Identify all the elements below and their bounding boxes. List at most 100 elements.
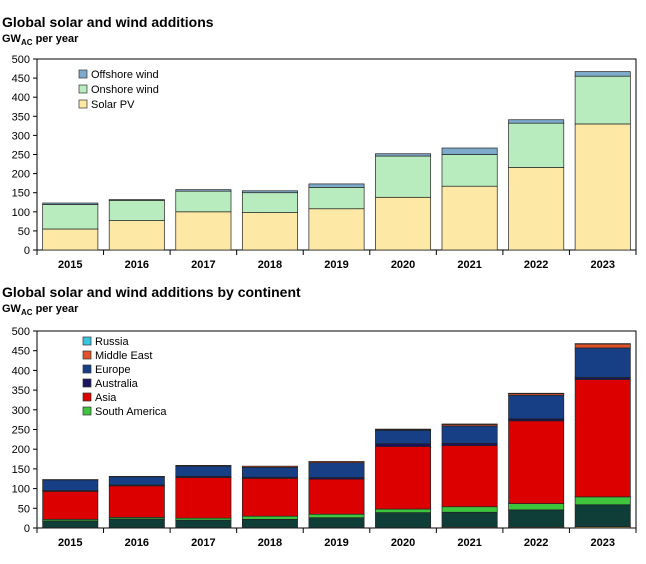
bar-segment-2018-series-6 xyxy=(241,465,298,468)
bar-segment-2021-series-2 xyxy=(441,147,498,155)
bar-segment-2023-series-3 xyxy=(574,379,631,498)
x-tick-label: 2023 xyxy=(590,537,614,549)
y-tick-label: 450 xyxy=(12,346,30,358)
x-tick-label: 2021 xyxy=(457,259,481,271)
y-tick-label: 50 xyxy=(18,503,30,515)
bar-segment-2023-series-2 xyxy=(574,496,631,506)
bar-segment-2015-series-3 xyxy=(42,491,99,520)
bar-segment-2019-series-2 xyxy=(308,183,365,188)
y-tick-label: 250 xyxy=(12,425,30,437)
y-tick-label: 200 xyxy=(12,169,30,181)
y-tick-label: 200 xyxy=(12,444,30,456)
bar-segment-2020-series-1 xyxy=(375,512,432,528)
bar-segment-2015-series-0 xyxy=(42,228,99,251)
bar-segment-2021-series-1 xyxy=(441,154,498,187)
bar-segment-2019-series-0 xyxy=(308,208,365,251)
legend-label: Onshore wind xyxy=(91,84,159,96)
legend-swatch xyxy=(82,392,92,402)
bar-segment-2015-series-1 xyxy=(42,520,99,528)
legend-swatch xyxy=(82,406,92,416)
y-tick-label: 300 xyxy=(12,405,30,417)
bar-segment-2017-series-0 xyxy=(175,211,232,251)
bar-segment-2018-series-0 xyxy=(241,212,298,251)
bar-segment-2022-series-2 xyxy=(508,119,565,124)
x-tick-label: 2015 xyxy=(58,259,82,271)
bar-segment-2019-series-5 xyxy=(308,462,365,478)
legend-swatch xyxy=(78,84,88,94)
y-tick-label: 0 xyxy=(24,245,30,257)
bar-segment-2015-series-2 xyxy=(42,202,99,205)
y-tick-label: 100 xyxy=(12,207,30,219)
x-tick-label: 2016 xyxy=(125,537,149,549)
y-tick-label: 0 xyxy=(24,523,30,535)
legend-swatch xyxy=(82,378,92,388)
stacked-bar-chart-by-continent: 0 50 100 150 200 250 300 350 400 450 500 2015 2016 20… xyxy=(12,326,637,549)
x-tick-label: 2017 xyxy=(191,259,215,271)
legend-label: Middle East xyxy=(95,350,152,362)
y-tick-label: 500 xyxy=(12,54,30,66)
bar-segment-2016-series-5 xyxy=(108,476,165,486)
y-tick-label: 350 xyxy=(12,111,30,123)
legend-label: South America xyxy=(95,406,167,418)
bar-segment-2021-series-5 xyxy=(441,425,498,444)
bar-segment-2017-series-2 xyxy=(175,189,232,192)
x-tick-label: 2015 xyxy=(58,537,82,549)
bar-segment-2020-series-1 xyxy=(375,155,432,198)
x-tick-label: 2023 xyxy=(590,259,614,271)
bar-segment-2017-series-6 xyxy=(175,465,232,467)
bar-segment-2019-series-1 xyxy=(308,187,365,210)
bar-segment-2016-series-2 xyxy=(108,199,165,201)
bar-segment-2022-series-3 xyxy=(508,420,565,504)
legend-swatch xyxy=(78,69,88,79)
bar-segment-2023-series-0 xyxy=(574,123,631,251)
y-tick-label: 500 xyxy=(12,326,30,338)
bar-segment-2021-series-0 xyxy=(441,185,498,251)
bar-segment-2018-series-1 xyxy=(241,518,298,528)
legend-swatch xyxy=(82,364,92,374)
x-tick-label: 2016 xyxy=(125,259,149,271)
bar-segment-2017-series-3 xyxy=(175,477,232,519)
x-tick-label: 2019 xyxy=(324,259,348,271)
legend-label: Asia xyxy=(95,392,117,404)
bar-segment-2021-series-4 xyxy=(441,442,498,447)
bar-segment-2020-series-4 xyxy=(375,443,432,447)
bar-segment-2022-series-1 xyxy=(508,509,565,528)
bar-segment-2019-series-2 xyxy=(308,513,365,519)
bar-segment-2016-series-1 xyxy=(108,518,165,528)
bar-segment-2018-series-1 xyxy=(241,192,298,213)
stacked-bar-chart-solar-wind: 0 50 100 150 200 250 300 350 400 450 500 2015 2016 20… xyxy=(12,54,637,271)
bar-segment-2017-series-5 xyxy=(175,465,232,477)
y-tick-label: 50 xyxy=(18,226,30,238)
legend-swatch xyxy=(78,99,88,109)
bar-segment-2022-series-2 xyxy=(508,503,565,511)
bar-segment-2018-series-3 xyxy=(241,478,298,517)
bar-segment-2020-series-5 xyxy=(375,429,432,445)
bar-segment-2022-series-0 xyxy=(508,167,565,251)
bar-segment-2018-series-5 xyxy=(241,466,298,478)
bar-segment-2015-series-5 xyxy=(42,479,99,491)
legend-label: Australia xyxy=(95,378,139,390)
bar-segment-2016-series-3 xyxy=(108,485,165,518)
bar-segment-2015-series-1 xyxy=(42,204,99,230)
bar-segment-2023-series-6 xyxy=(574,343,631,349)
y-tick-label: 400 xyxy=(12,92,30,104)
chart-unit-label-by-continent: GWAC per year xyxy=(2,303,79,318)
bar-segment-2020-series-2 xyxy=(375,508,432,513)
bar-segment-2016-series-1 xyxy=(108,199,165,221)
bar-segment-2021-series-1 xyxy=(441,511,498,528)
y-tick-label: 100 xyxy=(12,484,30,496)
bar-segment-2023-series-2 xyxy=(574,71,631,77)
bar-segment-2021-series-2 xyxy=(441,506,498,513)
bar-segment-2021-series-3 xyxy=(441,445,498,508)
x-tick-label: 2020 xyxy=(391,537,415,549)
y-tick-label: 150 xyxy=(12,464,30,476)
legend-label: Russia xyxy=(95,336,130,348)
x-tick-label: 2018 xyxy=(258,259,282,271)
y-tick-label: 250 xyxy=(12,150,30,162)
bar-segment-2023-series-1 xyxy=(574,504,631,528)
y-tick-label: 150 xyxy=(12,188,30,200)
y-tick-label: 450 xyxy=(12,73,30,85)
x-tick-label: 2021 xyxy=(457,537,481,549)
y-tick-label: 400 xyxy=(12,365,30,377)
bar-segment-2023-series-1 xyxy=(574,75,631,125)
